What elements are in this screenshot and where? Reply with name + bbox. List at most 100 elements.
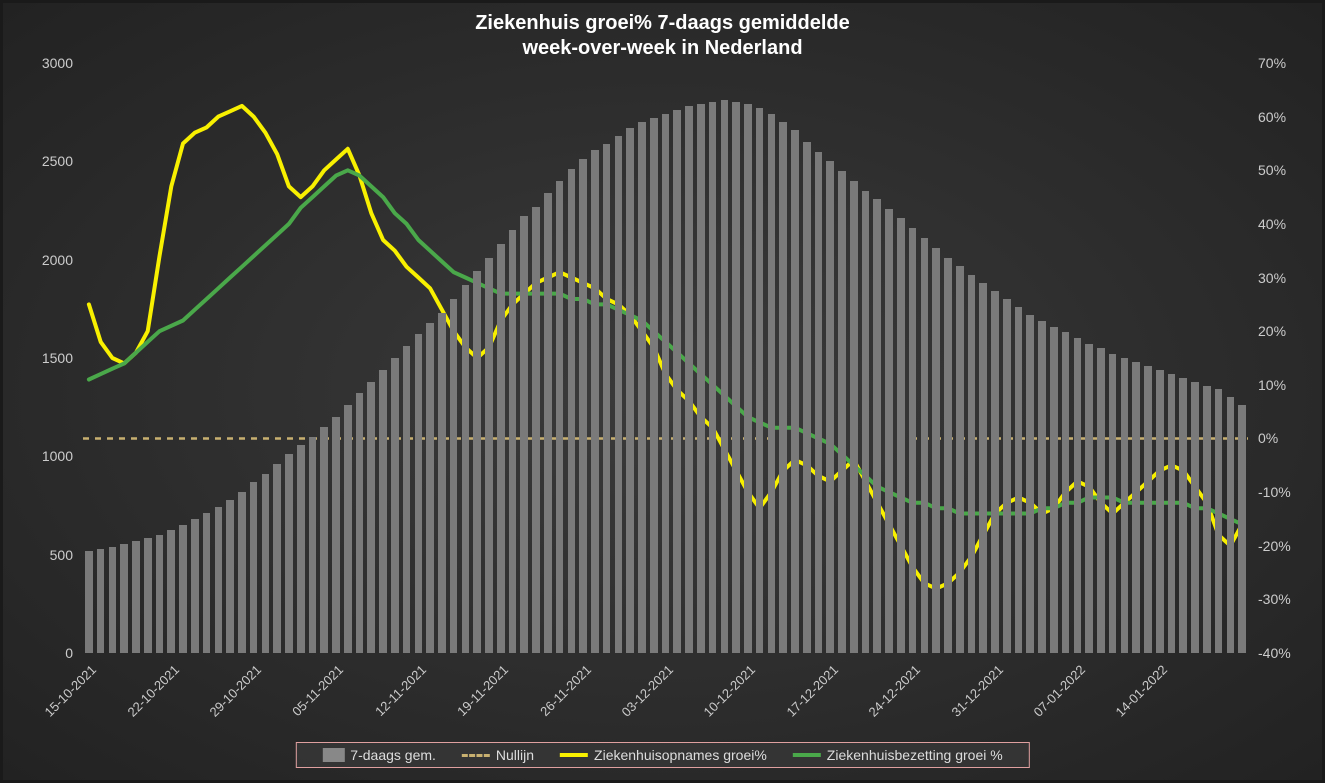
bar bbox=[897, 218, 905, 653]
bar bbox=[332, 417, 340, 653]
legend-label: Nullijn bbox=[496, 747, 534, 763]
bar bbox=[1121, 358, 1129, 653]
bar bbox=[579, 159, 587, 653]
bar bbox=[509, 230, 517, 653]
x-tick: 31-12-2021 bbox=[948, 662, 1006, 720]
y-left-tick: 1500 bbox=[42, 350, 83, 366]
bar bbox=[956, 266, 964, 653]
x-tick: 17-12-2021 bbox=[783, 662, 841, 720]
bar bbox=[1203, 386, 1211, 653]
title-line-2: week-over-week in Nederland bbox=[522, 37, 802, 59]
bar bbox=[662, 114, 670, 653]
bar bbox=[932, 248, 940, 653]
bar bbox=[215, 507, 223, 653]
x-tick: 26-11-2021 bbox=[537, 662, 594, 719]
bar bbox=[626, 128, 634, 653]
bar bbox=[391, 358, 399, 653]
y-left-tick: 3000 bbox=[42, 55, 83, 71]
legend-label: 7-daags gem. bbox=[350, 747, 436, 763]
bar bbox=[532, 207, 540, 653]
bar bbox=[203, 513, 211, 653]
title-line-1: Ziekenhuis groei% 7-daags gemiddelde bbox=[475, 12, 850, 34]
legend-item-bars: 7-daags gem. bbox=[322, 747, 436, 763]
bar bbox=[838, 171, 846, 653]
bar bbox=[991, 291, 999, 653]
bar bbox=[803, 142, 811, 653]
bar bbox=[721, 100, 729, 653]
bar bbox=[756, 108, 764, 653]
y-left-tick: 2500 bbox=[42, 153, 83, 169]
y-right-tick: 20% bbox=[1248, 323, 1286, 339]
bar bbox=[921, 238, 929, 653]
y-right-tick: -40% bbox=[1248, 645, 1291, 661]
bar bbox=[744, 104, 752, 653]
legend-swatch-bar bbox=[322, 748, 344, 762]
bar bbox=[309, 437, 317, 653]
bar bbox=[226, 500, 234, 653]
legend-item-green: Ziekenhuisbezetting groei % bbox=[793, 747, 1003, 763]
bar bbox=[1062, 332, 1070, 653]
bar bbox=[344, 405, 352, 653]
bar bbox=[262, 474, 270, 653]
x-tick: 15-10-2021 bbox=[42, 662, 100, 720]
bar bbox=[1050, 327, 1058, 653]
bar bbox=[285, 454, 293, 653]
bar bbox=[403, 346, 411, 653]
bar bbox=[862, 191, 870, 653]
bar bbox=[1097, 348, 1105, 653]
bar bbox=[520, 216, 528, 653]
y-right-tick: 10% bbox=[1248, 377, 1286, 393]
y-left-tick: 1000 bbox=[42, 448, 83, 464]
bar bbox=[273, 464, 281, 653]
plot-area: 050010001500200025003000-40%-30%-20%-10%… bbox=[83, 63, 1248, 653]
bar bbox=[356, 393, 364, 653]
y-left-tick: 500 bbox=[50, 547, 83, 563]
bar bbox=[250, 482, 258, 653]
legend-label: Ziekenhuisbezetting groei % bbox=[827, 747, 1003, 763]
bar bbox=[97, 549, 105, 653]
bar bbox=[1074, 338, 1082, 653]
y-right-tick: 30% bbox=[1248, 270, 1286, 286]
bar bbox=[156, 535, 164, 653]
bar bbox=[438, 313, 446, 653]
y-right-tick: 0% bbox=[1248, 430, 1278, 446]
bar bbox=[1191, 382, 1199, 653]
bar bbox=[815, 152, 823, 654]
bar bbox=[497, 244, 505, 653]
bar bbox=[1144, 366, 1152, 653]
x-tick: 29-10-2021 bbox=[207, 662, 265, 720]
bar bbox=[320, 427, 328, 653]
bar bbox=[1132, 362, 1140, 653]
bar bbox=[944, 258, 952, 653]
bar bbox=[909, 228, 917, 653]
bar bbox=[297, 445, 305, 653]
x-tick: 14-01-2022 bbox=[1113, 662, 1171, 720]
bar bbox=[450, 299, 458, 653]
bar bbox=[238, 492, 246, 653]
bar bbox=[732, 102, 740, 653]
bar bbox=[1026, 315, 1034, 653]
bar bbox=[673, 110, 681, 653]
bar bbox=[144, 538, 152, 653]
bar bbox=[709, 102, 717, 653]
bar bbox=[603, 144, 611, 653]
bar bbox=[191, 519, 199, 653]
bar bbox=[779, 122, 787, 653]
bar bbox=[591, 150, 599, 653]
legend-item-yellow: Ziekenhuisopnames groei% bbox=[560, 747, 767, 763]
bar bbox=[1003, 299, 1011, 653]
x-tick: 07-01-2022 bbox=[1030, 662, 1088, 720]
legend-swatch-green bbox=[793, 753, 821, 757]
bar bbox=[1215, 389, 1223, 653]
bar bbox=[426, 323, 434, 653]
bar bbox=[1109, 354, 1117, 653]
bar bbox=[873, 199, 881, 653]
bar bbox=[1038, 321, 1046, 653]
legend-label: Ziekenhuisopnames groei% bbox=[594, 747, 767, 763]
x-tick: 05-11-2021 bbox=[290, 662, 347, 719]
bar bbox=[85, 551, 93, 653]
y-right-tick: 50% bbox=[1248, 162, 1286, 178]
bar bbox=[1238, 405, 1246, 653]
bar bbox=[120, 544, 128, 653]
bar bbox=[650, 118, 658, 653]
